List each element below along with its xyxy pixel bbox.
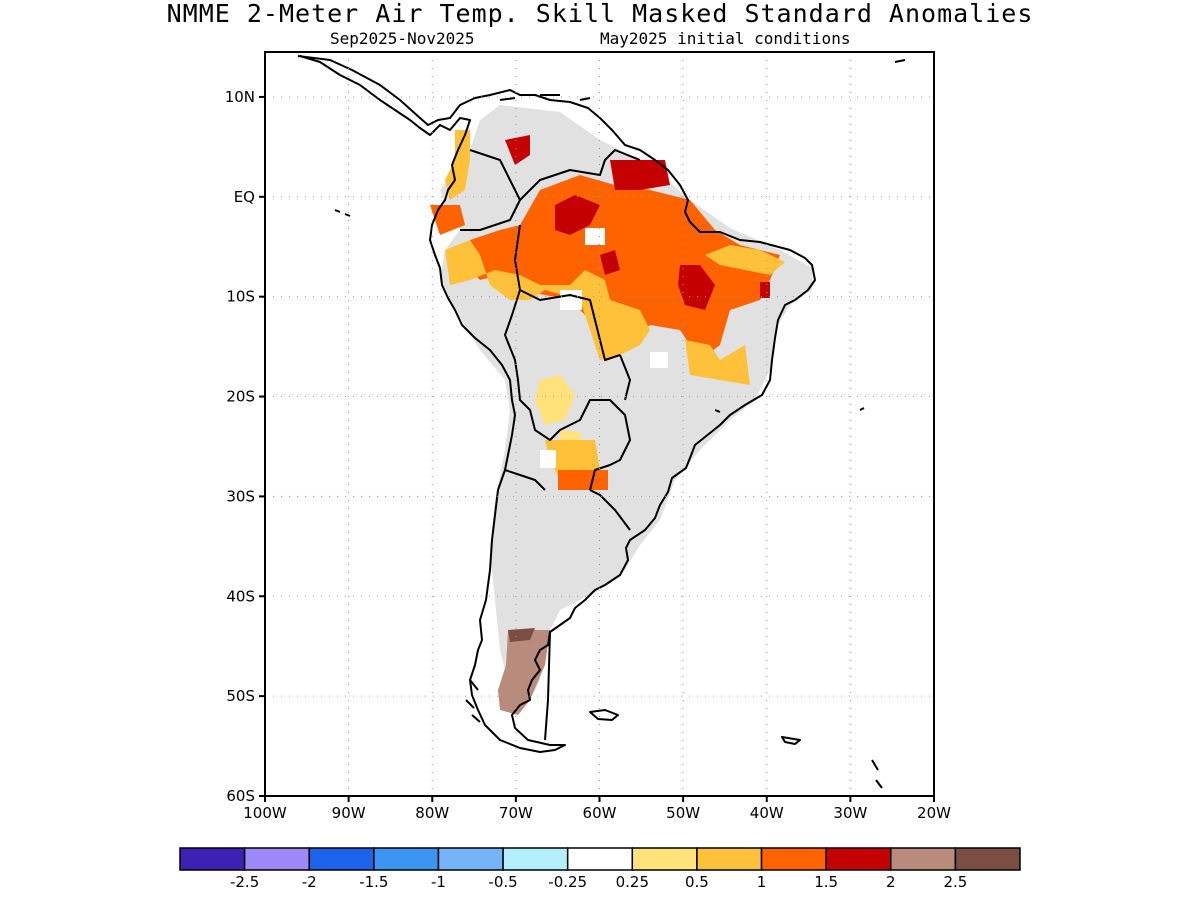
season-subtitle: Sep2025-Nov2025 <box>330 29 475 48</box>
sandwich-islands <box>871 759 883 789</box>
anomaly-region-1b <box>705 245 785 275</box>
colorbar-label: -2 <box>302 873 317 891</box>
anomaly-region-1p5b <box>558 470 608 490</box>
lon-tick-label: 50W <box>666 804 700 822</box>
lat-tick-label: 10N <box>225 88 255 106</box>
anomaly-region-2e <box>505 135 530 165</box>
white-hole-3 <box>650 352 668 368</box>
anomaly-cells <box>430 130 785 715</box>
colorbar-box <box>631 847 698 871</box>
colorbar-label: 2 <box>886 873 896 891</box>
lat-tick-label: 20S <box>226 388 255 406</box>
lon-tick-label: 80W <box>415 804 449 822</box>
anomaly-region-2a <box>555 195 600 235</box>
lon-tick-label: 40W <box>750 804 784 822</box>
anomaly-region-05a <box>535 375 575 425</box>
map-title: NMME 2-Meter Air Temp. Skill Masked Stan… <box>166 0 1034 28</box>
colorbar-label: 2.5 <box>943 873 967 891</box>
atlantic-small-islands <box>714 59 906 413</box>
falklands <box>589 709 619 721</box>
chiloe-fjords <box>465 679 481 723</box>
colorbar-label: -0.5 <box>488 873 517 891</box>
colorbar-box <box>890 847 957 871</box>
colorbar-label: -1 <box>431 873 446 891</box>
colorbar-label: -1.5 <box>359 873 388 891</box>
colorbar-label: 1.5 <box>814 873 838 891</box>
anomaly-region-2b <box>678 265 715 310</box>
galapagos <box>334 209 351 217</box>
coastlines <box>297 55 906 789</box>
lon-tick-label: 100W <box>243 804 287 822</box>
colorbar-label: -0.25 <box>548 873 587 891</box>
colorbar-label: 0.25 <box>616 873 649 891</box>
colorbar-box <box>954 847 1021 871</box>
colorbar-box <box>373 847 440 871</box>
colorbar-box <box>179 847 246 871</box>
lon-tick-label: 90W <box>332 804 366 822</box>
colorbar-box <box>760 847 827 871</box>
anomaly-region-2c <box>600 250 620 275</box>
anomaly-region-1d <box>445 130 470 200</box>
anomaly-region-2p0 <box>498 630 550 715</box>
colorbar-box <box>825 847 892 871</box>
anomaly-region-1a <box>445 240 650 360</box>
anomaly-region-1p5 <box>460 175 780 360</box>
anomaly-region-1c <box>685 340 750 385</box>
lat-tick-label: 40S <box>226 587 255 605</box>
lat-tick-label: 50S <box>226 687 255 705</box>
lon-tick-label: 70W <box>499 804 533 822</box>
colorbar-box <box>437 847 504 871</box>
white-hole-2 <box>560 290 582 310</box>
colorbar-box <box>502 847 569 871</box>
colorbar-box <box>566 847 634 871</box>
country-borders <box>460 149 641 741</box>
anomaly-region-2d <box>610 160 670 190</box>
anomaly-region-2f <box>760 282 770 298</box>
colorbar: -2.5 -2 -1.5 -1 -0.5 -0.25 0.25 0.5 1 1.5 2 2.5 <box>179 847 1021 891</box>
colorbar-box <box>308 847 375 871</box>
anomaly-region-2p5 <box>508 628 535 642</box>
map-layer <box>265 52 934 796</box>
lat-tick-label: 30S <box>226 487 255 505</box>
lat-tick-label: 60S <box>226 787 255 805</box>
colorbar-box <box>696 847 763 871</box>
carib-islands <box>499 94 591 101</box>
colorbar-label: 1 <box>757 873 767 891</box>
anomaly-region-1p5c <box>430 205 465 235</box>
white-hole-4 <box>540 450 556 468</box>
white-hole-1 <box>585 228 605 245</box>
lon-tick-label: 60W <box>583 804 617 822</box>
colorbar-box <box>243 847 310 871</box>
lat-tick-label: EQ <box>234 188 255 206</box>
init-subtitle: May2025 initial conditions <box>600 29 851 48</box>
colorbar-label: 0.5 <box>685 873 709 891</box>
lon-tick-label: 30W <box>833 804 867 822</box>
south-georgia <box>781 736 801 745</box>
lon-tick-label: 20W <box>917 804 951 822</box>
colorbar-label: -2.5 <box>230 873 259 891</box>
lat-tick-label: 10S <box>226 288 255 306</box>
